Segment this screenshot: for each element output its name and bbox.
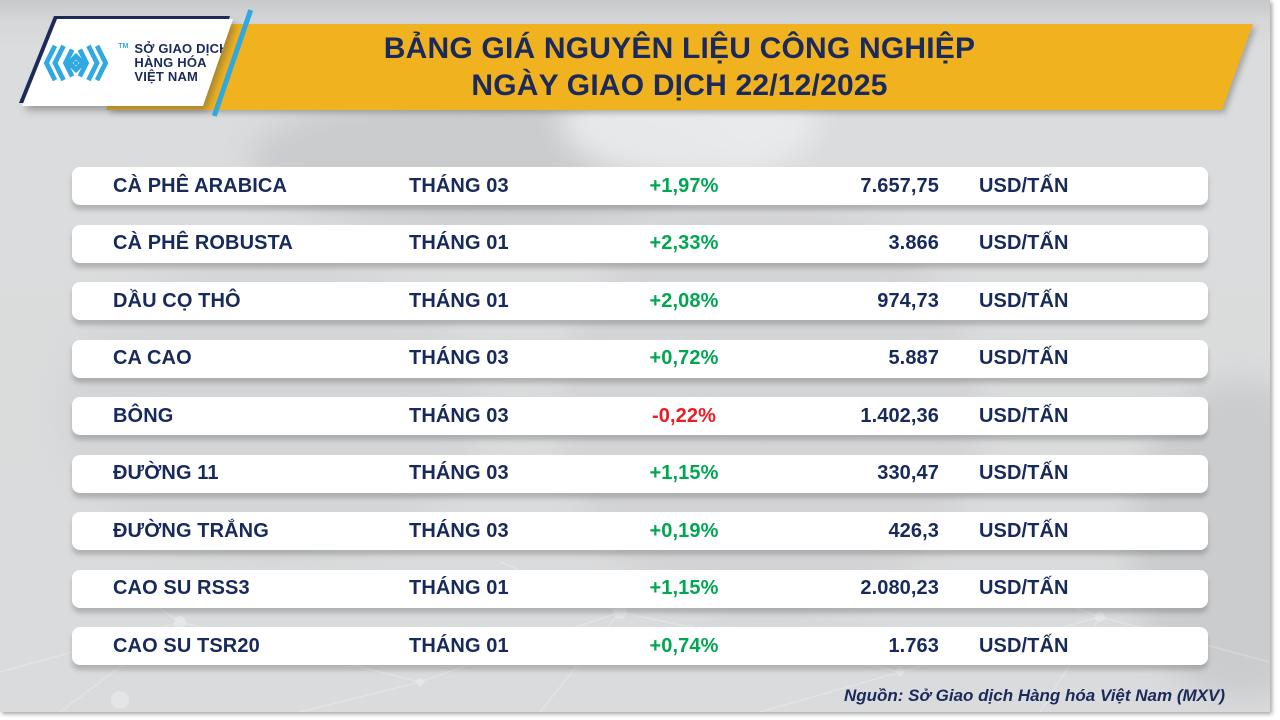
logo-org-line1: SỞ GIAO DỊCH	[134, 40, 229, 56]
price-unit: USD/TẤN	[979, 289, 1069, 312]
contract-month: THÁNG 03	[409, 174, 509, 197]
price-table: CÀ PHÊ ARABICA THÁNG 03 +1,97% 7.657,75 …	[72, 167, 1208, 665]
price-value: 426,3	[888, 519, 939, 542]
price-value: 3.866	[888, 232, 939, 254]
price-value: 5.887	[888, 347, 939, 369]
title-banner: BẢNG GIÁ NGUYÊN LIỆU CÔNG NGHIỆP NGÀY GI…	[106, 24, 1253, 110]
price-unit: USD/TẤN	[979, 462, 1069, 484]
commodity-name: CAO SU TSR20	[113, 634, 260, 657]
commodity-name: CA CAO	[113, 347, 192, 369]
price-table-row: CAO SU RSS3 THÁNG 01 +1,15% 2.080,23 USD…	[72, 569, 1208, 608]
percent-change: -0,22%	[652, 404, 716, 427]
price-table-row: ĐƯỜNG TRẮNG THÁNG 03 +0,19% 426,3 USD/TẤ…	[72, 512, 1208, 550]
commodity-name: DẦU CỌ THÔ	[113, 289, 241, 312]
price-table-row: CÀ PHÊ ROBUSTA THÁNG 01 +2,33% 3.866 USD…	[72, 224, 1208, 263]
price-table-row: CÀ PHÊ ARABICA THÁNG 03 +1,97% 7.657,75 …	[72, 167, 1208, 205]
price-value: 330,47	[877, 462, 939, 484]
page-title-line2: NGÀY GIAO DỊCH 22/12/2025	[471, 69, 888, 102]
commodity-name: CÀ PHÊ ARABICA	[113, 174, 287, 197]
price-table-row: CAO SU TSR20 THÁNG 01 +0,74% 1.763 USD/T…	[72, 627, 1208, 665]
commodity-name: CÀ PHÊ ROBUSTA	[113, 232, 293, 254]
contract-month: THÁNG 03	[409, 404, 509, 427]
percent-change: +2,33%	[649, 232, 719, 254]
commodity-name: ĐƯỜNG 11	[113, 462, 219, 484]
price-table-row: BÔNG THÁNG 03 -0,22% 1.402,36 USD/TẤN	[72, 397, 1208, 435]
percent-change: +1,15%	[649, 462, 719, 484]
contract-month: THÁNG 01	[409, 289, 509, 312]
price-table-row: ĐƯỜNG 11 THÁNG 03 +1,15% 330,47 USD/TẤN	[72, 454, 1208, 493]
price-table-row: DẦU CỌ THÔ THÁNG 01 +2,08% 974,73 USD/TẤ…	[72, 282, 1208, 320]
price-value: 1.402,36	[860, 404, 939, 427]
contract-month: THÁNG 03	[409, 519, 509, 542]
percent-change: +2,08%	[649, 289, 719, 312]
percent-change: +0,19%	[649, 519, 719, 542]
price-unit: USD/TẤN	[979, 232, 1069, 254]
contract-month: THÁNG 03	[409, 462, 509, 484]
mxv-logo: TM SỞ GIAO DỊCH HÀNG HÓA VIỆT NAM	[22, 19, 233, 106]
contract-month: THÁNG 01	[409, 577, 509, 599]
logo-org-line2: HÀNG HÓA	[134, 54, 207, 70]
price-unit: USD/TẤN	[979, 347, 1069, 369]
price-unit: USD/TẤN	[979, 577, 1069, 599]
contract-month: THÁNG 01	[409, 634, 509, 657]
logo-container: TM SỞ GIAO DỊCH HÀNG HÓA VIỆT NAM	[0, 0, 400, 140]
percent-change: +0,72%	[649, 347, 719, 369]
commodity-name: ĐƯỜNG TRẮNG	[113, 519, 269, 542]
commodity-name: BÔNG	[113, 404, 174, 427]
commodity-name: CAO SU RSS3	[113, 577, 250, 599]
price-value: 7.657,75	[860, 174, 939, 197]
price-value: 2.080,23	[860, 577, 939, 599]
contract-month: THÁNG 01	[409, 232, 509, 254]
source-note: Nguồn: Sở Giao dịch Hàng hóa Việt Nam (M…	[843, 686, 1225, 705]
logo-org-name: SỞ GIAO DỊCH HÀNG HÓA VIỆT NAM	[134, 42, 228, 84]
price-value: 974,73	[877, 289, 939, 312]
price-table-row: CA CAO THÁNG 03 +0,72% 5.887 USD/TẤN	[72, 339, 1208, 378]
percent-change: +0,74%	[649, 634, 719, 657]
header: BẢNG GIÁ NGUYÊN LIỆU CÔNG NGHIỆP NGÀY GI…	[0, 0, 1270, 130]
trademark-symbol: TM	[118, 43, 129, 50]
price-value: 1.763	[888, 634, 939, 657]
logo-org-line3: VIỆT NAM	[134, 68, 199, 84]
percent-change: +1,15%	[649, 577, 719, 599]
price-unit: USD/TẤN	[979, 519, 1069, 542]
price-unit: USD/TẤN	[979, 404, 1069, 427]
percent-change: +1,97%	[649, 174, 719, 197]
mxv-chevrons-icon	[40, 41, 112, 85]
page-title-line1: BẢNG GIÁ NGUYÊN LIỆU CÔNG NGHIỆP	[383, 32, 976, 65]
contract-month: THÁNG 03	[409, 347, 509, 369]
price-unit: USD/TẤN	[979, 634, 1069, 657]
price-unit: USD/TẤN	[979, 174, 1069, 197]
